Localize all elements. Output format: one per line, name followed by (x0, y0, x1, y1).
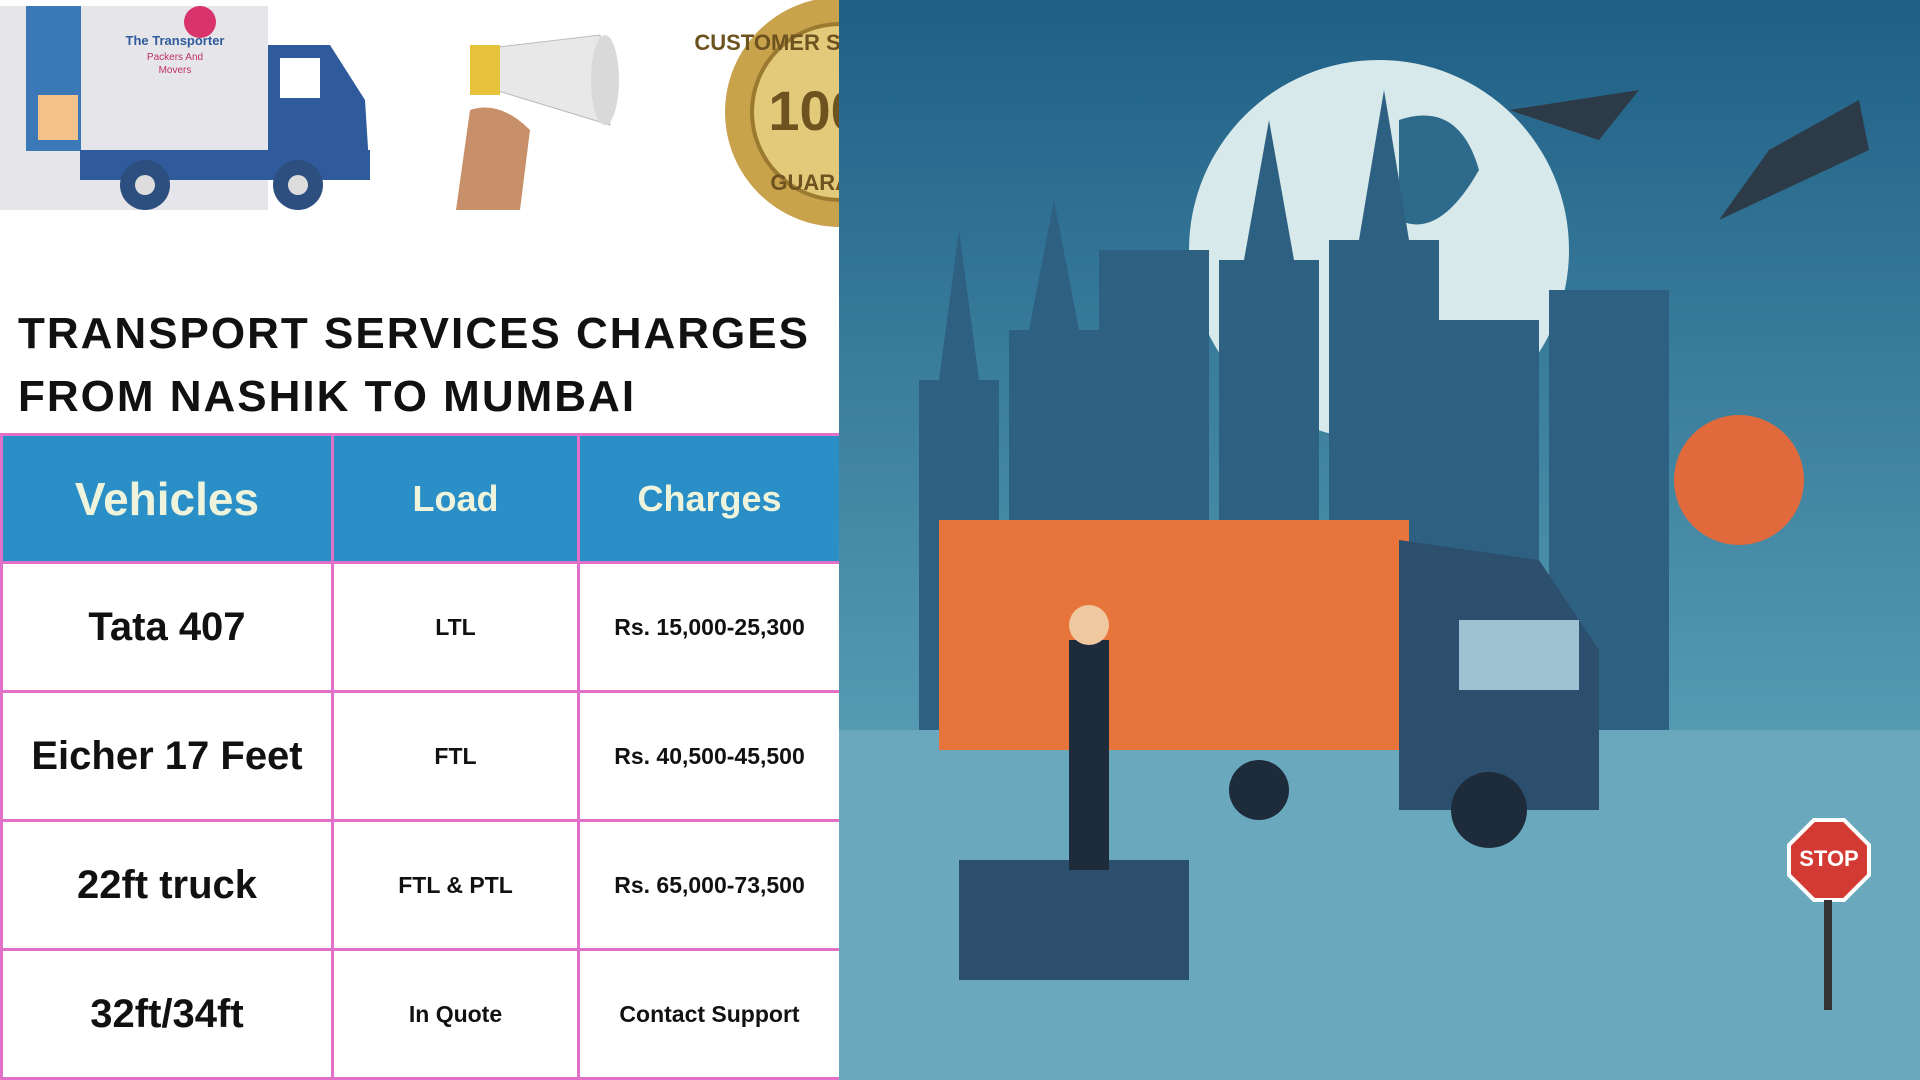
table-cell: Eicher 17 Feet (0, 690, 334, 822)
continent (1399, 115, 1479, 225)
logo-text: Packers And (147, 52, 203, 63)
illustration: STOP (839, 0, 1920, 1080)
wheel (1229, 760, 1289, 820)
table-cell: Rs. 15,000-25,300 (577, 561, 842, 693)
hub (135, 175, 155, 195)
charges-table: Vehicles Load Charges Tata 407 LTL Rs. 15,… (0, 433, 842, 1080)
stop-text: STOP (1799, 846, 1859, 871)
title: TRANSPORT SERVICES CHARGES FROM NASHIK T… (18, 302, 810, 428)
small-globe (1674, 415, 1804, 545)
table-cell: FTL & PTL (331, 819, 580, 951)
table-cell: Rs. 40,500-45,500 (577, 690, 842, 822)
hub (288, 175, 308, 195)
table-row: Tata 407 LTL Rs. 15,000-25,300 (0, 561, 842, 693)
sign-pole (1824, 900, 1832, 1010)
table-cell: 32ft/34ft (0, 948, 334, 1080)
title-line: TRANSPORT SERVICES CHARGES (18, 309, 810, 358)
box (38, 95, 78, 140)
windshield (1459, 620, 1579, 690)
planes (1509, 90, 1869, 220)
megaphone-bell (591, 35, 619, 125)
logo-mark (184, 6, 216, 38)
hand (456, 107, 530, 210)
header-row: Vehicles Load Charges (0, 433, 842, 564)
table-cell: FTL (331, 690, 580, 822)
crate (959, 860, 1189, 980)
table-body: Tata 407 LTL Rs. 15,000-25,300 Eicher 17 Fe… (0, 561, 842, 1080)
table-cell: In Quote (331, 948, 580, 1080)
column-header: Vehicles (0, 433, 334, 564)
stop-sign (1787, 818, 1871, 902)
table-cell: Rs. 65,000-73,500 (577, 819, 842, 951)
table-cell: Tata 407 (0, 561, 334, 693)
column-header: Load (331, 433, 580, 564)
table-cell: Contact Support (577, 948, 842, 1080)
table-cell: 22ft truck (0, 819, 334, 951)
table-row: 22ft truck FTL & PTL Rs. 65,000-73,500 (0, 819, 842, 951)
logo-text: Movers (159, 65, 192, 76)
cab-window (280, 58, 320, 98)
column-header: Charges (577, 433, 842, 564)
table-row: 32ft/34ft In Quote Contact Support (0, 948, 842, 1080)
megaphone-grip (470, 45, 500, 95)
wheel (1451, 772, 1527, 848)
table-row: Eicher 17 Feet FTL Rs. 40,500-45,500 (0, 690, 842, 822)
container (939, 520, 1409, 750)
logo-text: The Transporter (126, 33, 225, 48)
left-panel: The Transporter Packers And Movers CUSTO… (0, 0, 960, 1080)
table-cell: LTL (331, 561, 580, 693)
person (1069, 640, 1109, 870)
top-icons: The Transporter Packers And Movers CUSTO… (0, 0, 960, 227)
person-head (1069, 605, 1109, 645)
title-line: FROM NASHIK TO MUMBAI (18, 372, 637, 421)
